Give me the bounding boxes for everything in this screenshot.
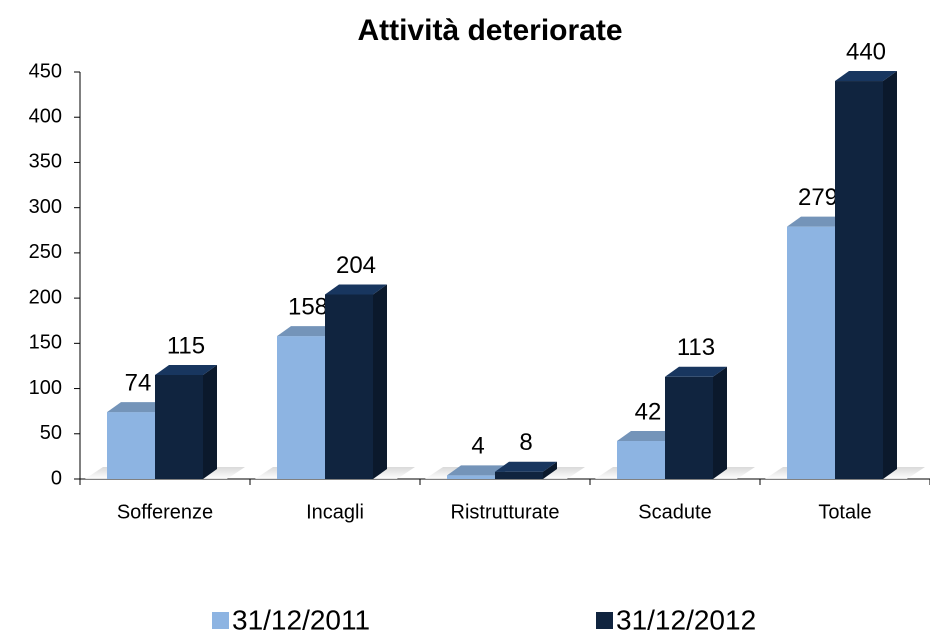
bar-side [883,71,897,480]
y-tick-label: 200 [29,286,62,308]
x-tick-label: Scadute [638,501,711,523]
data-label: 204 [336,252,376,279]
bar [155,374,203,479]
bar-side [713,366,727,479]
y-tick-label: 450 [29,60,62,82]
x-tick-label: Sofferenze [117,501,213,523]
data-label: 8 [519,429,532,456]
x-tick-label: Ristrutturate [451,501,560,523]
data-label: 115 [167,332,205,359]
bar-side [203,364,217,479]
bar [787,226,835,479]
bar [277,336,325,479]
y-tick-label: 400 [29,106,62,128]
bar-top [277,326,339,337]
bar-top [665,366,727,377]
bar-top [447,465,509,476]
y-tick-label: 300 [29,196,62,218]
bar-top [617,431,679,442]
legend-swatch [596,612,613,629]
bar-top [107,402,169,413]
y-tick-label: 350 [29,151,62,173]
y-tick-label: 100 [29,377,62,399]
bar-top [155,364,217,375]
bar-side [373,284,387,479]
data-label: 4 [471,433,484,460]
bar-top [787,216,849,227]
data-label: 42 [635,398,662,425]
bar [447,475,495,479]
y-tick-label: 250 [29,241,62,263]
bar-side [543,461,557,479]
y-tick-label: 150 [29,332,62,354]
bar [495,471,543,479]
bar-top [325,284,387,295]
x-tick-label: Incagli [306,501,364,523]
bar [107,412,155,479]
y-tick-label: 50 [40,422,62,444]
data-label: 158 [288,293,328,320]
legend-swatch [212,612,229,629]
bar-top [495,461,557,472]
bar [665,376,713,479]
bar [835,81,883,480]
chart-title: Attività deteriorate [357,14,622,47]
data-label: 440 [846,38,886,65]
legend-label: 31/12/2012 [616,604,756,633]
y-tick-label: 0 [51,467,62,489]
x-tick-label: Totale [818,501,871,523]
data-label: 279 [798,184,838,211]
legend-label: 31/12/2011 [232,604,370,633]
data-label: 113 [677,334,715,361]
bar [617,441,665,479]
data-label: 74 [125,369,152,396]
bar [325,294,373,479]
bar-top [835,71,897,82]
